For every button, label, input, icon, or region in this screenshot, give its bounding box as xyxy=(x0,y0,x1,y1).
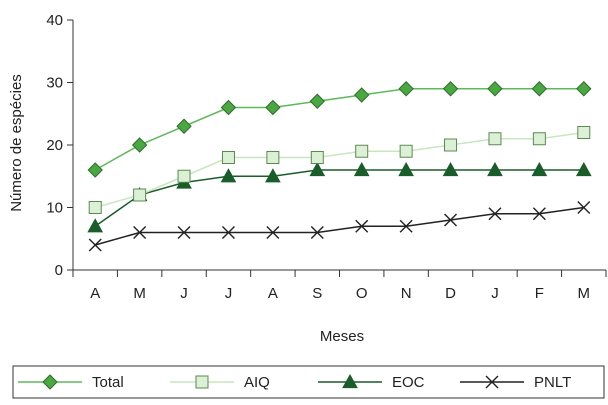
x-tick-label: J xyxy=(180,285,188,302)
data-point xyxy=(399,144,413,158)
data-point xyxy=(266,226,280,239)
legend-label: Total xyxy=(92,374,124,391)
data-point xyxy=(355,219,369,233)
data-point xyxy=(353,161,370,177)
data-point xyxy=(398,81,414,97)
data-point xyxy=(133,226,147,239)
legend: Total AIQ EOC PNLT xyxy=(12,365,605,399)
x-tick-label: A xyxy=(268,285,278,302)
legend-item-aiq: AIQ xyxy=(170,374,270,391)
data-point xyxy=(532,132,546,146)
y-tick-label: 20 xyxy=(46,137,63,154)
legend-label: EOC xyxy=(392,374,425,391)
y-tick-label: 10 xyxy=(46,200,63,217)
series-line xyxy=(94,169,584,227)
data-point xyxy=(442,81,459,97)
x-tick-label: J xyxy=(225,285,233,302)
series-line xyxy=(94,88,584,171)
series-aiq xyxy=(88,126,591,214)
data-point xyxy=(310,151,324,164)
data-point xyxy=(342,373,358,389)
x-tick-label: M xyxy=(133,285,146,302)
data-point xyxy=(220,168,237,183)
data-point xyxy=(88,201,102,214)
data-point xyxy=(355,144,369,158)
legend-item-pnlt: PNLT xyxy=(460,374,571,391)
series-layer xyxy=(87,81,592,252)
data-point xyxy=(131,137,148,153)
x-tick-label: J xyxy=(491,285,499,302)
data-point xyxy=(577,126,591,139)
data-point xyxy=(575,161,592,177)
data-point xyxy=(576,81,592,97)
series-line xyxy=(95,206,584,246)
legend-label: AIQ xyxy=(244,374,270,391)
y-tick-label: 0 xyxy=(55,262,63,279)
data-point xyxy=(133,188,147,202)
legend-item-total: Total xyxy=(18,374,124,391)
series-total xyxy=(87,81,592,178)
data-point xyxy=(195,375,209,389)
x-axis-label: Meses xyxy=(320,328,364,345)
legend-item-eoc: EOC xyxy=(318,373,425,391)
data-point xyxy=(442,161,459,177)
data-point xyxy=(265,168,281,183)
x-tick-label: A xyxy=(90,285,100,302)
series-pnlt xyxy=(88,201,591,252)
y-tick-label: 30 xyxy=(46,75,63,92)
x-tick-label: O xyxy=(356,285,368,302)
data-point xyxy=(87,162,103,178)
y-tick-label: 40 xyxy=(46,12,63,29)
data-point xyxy=(88,238,102,252)
data-point xyxy=(177,226,191,239)
x-tick-label: S xyxy=(312,285,322,302)
x-tick-label: D xyxy=(445,285,456,302)
data-point xyxy=(309,93,325,109)
x-tick-label: M xyxy=(578,285,591,302)
data-point xyxy=(398,161,414,177)
data-point xyxy=(444,213,458,227)
data-point xyxy=(354,87,370,103)
data-point xyxy=(310,226,324,239)
data-point xyxy=(42,374,58,390)
y-axis-label: Número de espécies xyxy=(8,74,25,212)
data-point xyxy=(176,118,192,134)
data-point xyxy=(577,201,591,214)
data-point xyxy=(399,219,413,233)
data-point xyxy=(487,161,503,177)
data-point xyxy=(87,218,104,233)
x-tick-label: F xyxy=(535,285,544,302)
data-point xyxy=(485,375,499,389)
x-tick-label: N xyxy=(401,285,412,302)
series-eoc xyxy=(87,161,592,233)
data-point xyxy=(220,99,237,116)
axes: 0 10 20 30 40 A M J J A S O N D J F M xyxy=(46,12,607,302)
data-point xyxy=(265,99,281,116)
data-point xyxy=(221,151,235,164)
data-point xyxy=(177,169,191,183)
data-point xyxy=(488,207,502,221)
legend-label: PNLT xyxy=(534,374,571,391)
data-point xyxy=(487,81,503,97)
data-point xyxy=(531,81,548,97)
data-point xyxy=(309,161,326,177)
data-point xyxy=(532,207,546,221)
data-point xyxy=(488,132,502,146)
data-point xyxy=(531,161,548,177)
data-point xyxy=(221,226,235,239)
series-line xyxy=(95,131,584,209)
data-point xyxy=(444,138,458,152)
data-point xyxy=(266,151,280,164)
